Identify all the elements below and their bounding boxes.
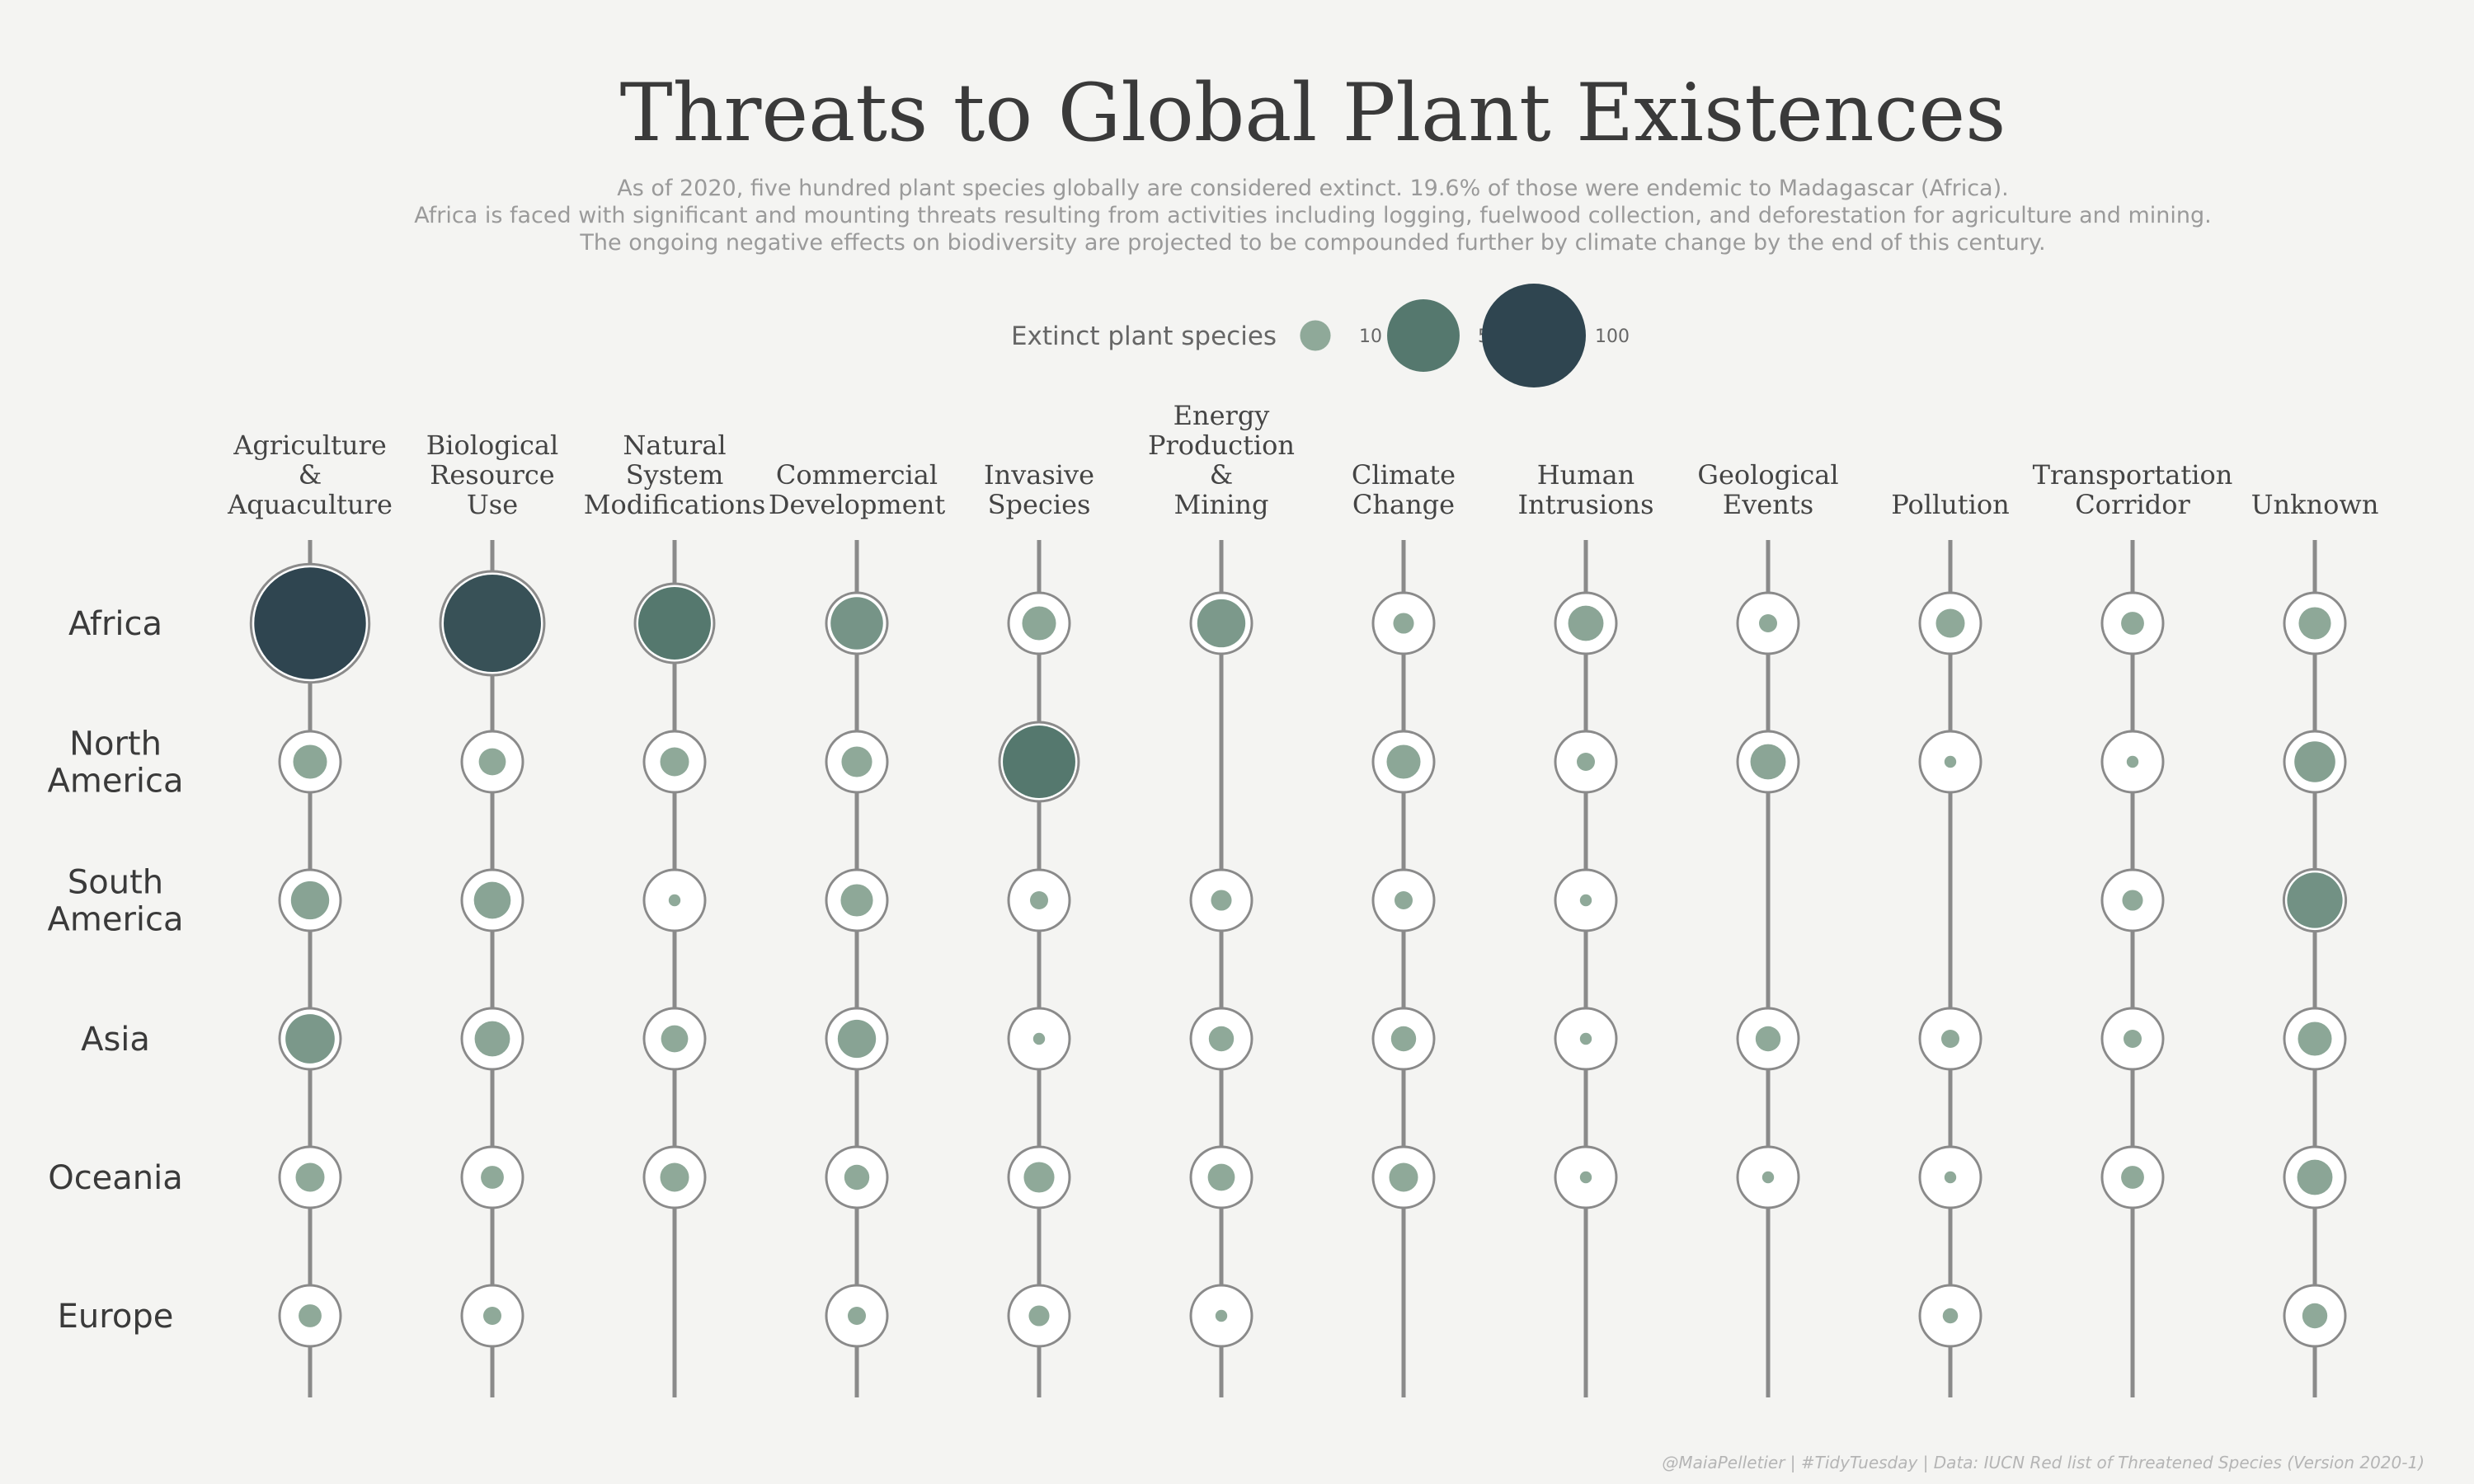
bubble-markers <box>249 562 2348 1348</box>
data-point <box>444 575 541 672</box>
data-point <box>2122 890 2143 911</box>
data-point <box>1755 1026 1781 1052</box>
column-label: Climate Change <box>1352 459 1456 520</box>
data-point <box>1003 726 1075 798</box>
row-label: Oceania <box>48 1159 183 1197</box>
column-label: Unknown <box>2251 489 2379 520</box>
data-point <box>1761 1171 1775 1184</box>
column-label: Natural System Modifications <box>584 430 765 520</box>
data-point <box>1568 605 1604 641</box>
data-point <box>848 1307 866 1325</box>
subtitle-line-1: As of 2020, five hundred plant species g… <box>617 176 2008 201</box>
data-point <box>285 1014 335 1064</box>
legend-swatch-10 <box>1300 320 1331 351</box>
data-point <box>638 587 711 660</box>
column-labels: Agriculture & Aquaculture Biological Resourc… <box>227 400 2378 520</box>
data-point <box>840 884 873 917</box>
data-point <box>1390 1026 1417 1052</box>
data-point <box>295 1162 325 1192</box>
data-point <box>1386 744 1421 779</box>
column-label: Transportation Corridor <box>2033 459 2233 520</box>
row-label: Asia <box>81 1021 150 1059</box>
data-point <box>1208 1026 1235 1052</box>
data-point <box>473 881 511 919</box>
data-point <box>1207 1163 1235 1191</box>
data-point <box>2121 612 2144 635</box>
data-point <box>1577 753 1595 771</box>
data-point <box>1393 613 1414 634</box>
row-label: Europe <box>58 1298 174 1336</box>
data-point <box>1750 744 1786 780</box>
data-point <box>844 1164 870 1190</box>
data-point <box>668 894 681 907</box>
column-label: Commercial Development <box>769 459 945 520</box>
data-point <box>1944 1171 1957 1184</box>
source-caption: @MaiaPelletier | #TidyTuesday | Data: IU… <box>1662 1453 2425 1472</box>
data-point <box>1759 614 1777 632</box>
data-point <box>1579 1032 1592 1045</box>
data-point <box>660 1162 689 1192</box>
data-point <box>2126 755 2139 768</box>
data-point <box>2294 741 2335 782</box>
column-label: Invasive Species <box>984 459 1094 520</box>
data-point <box>1197 599 1246 648</box>
column-label: Geological Events <box>1697 459 1838 520</box>
data-point <box>1022 606 1056 641</box>
data-point <box>661 1025 689 1053</box>
data-point <box>299 1304 322 1327</box>
data-point <box>2298 1021 2332 1056</box>
data-point <box>1215 1309 1228 1322</box>
column-label: Pollution <box>1891 489 2010 520</box>
data-point <box>474 1021 510 1057</box>
legend-title: Extinct plant species <box>1011 322 1277 351</box>
data-point <box>2287 872 2343 928</box>
legend-swatch-50 <box>1387 299 1460 372</box>
data-point <box>1941 1030 1959 1048</box>
data-point <box>1028 1305 1050 1327</box>
legend-label-10: 10 <box>1359 326 1382 347</box>
data-point <box>1935 608 1965 638</box>
legend-swatch-100 <box>1482 284 1586 387</box>
data-point <box>481 1166 504 1189</box>
data-point <box>1032 1032 1046 1045</box>
data-point <box>841 746 872 777</box>
row-label: Africa <box>68 605 162 643</box>
data-point <box>2302 1303 2328 1329</box>
row-label: South America <box>48 864 184 939</box>
data-point <box>1389 1162 1418 1192</box>
data-point <box>1579 1171 1592 1184</box>
data-point <box>483 1307 501 1325</box>
data-point <box>830 597 883 650</box>
row-label: North America <box>48 726 184 801</box>
data-point <box>1944 755 1957 768</box>
data-point <box>1942 1308 1959 1324</box>
data-point <box>1579 894 1592 907</box>
subtitle-line-2: Africa is faced with significant and mou… <box>414 203 2212 228</box>
data-point <box>254 567 366 679</box>
data-point <box>1395 891 1413 909</box>
data-point <box>1030 891 1048 909</box>
column-label: Biological Resource Use <box>426 430 558 520</box>
data-point <box>2121 1166 2144 1189</box>
data-point <box>478 748 506 776</box>
data-point <box>1211 890 1232 911</box>
data-point <box>2124 1030 2142 1048</box>
data-point <box>1023 1162 1055 1193</box>
subtitle-line-3: The ongoing negative effects on biodiver… <box>579 230 2045 256</box>
chart-title: Threats to Global Plant Existences <box>620 67 2006 159</box>
legend-label-100: 100 <box>1595 326 1630 347</box>
size-legend: Extinct plant species 1050100 <box>1011 284 1630 387</box>
data-point <box>837 1019 877 1059</box>
column-label: Energy Production & Mining <box>1148 400 1295 520</box>
data-point <box>293 744 327 779</box>
column-label: Human Intrusions <box>1518 459 1654 520</box>
data-point <box>2297 1159 2333 1195</box>
column-label: Agriculture & Aquaculture <box>227 430 393 520</box>
column-lines <box>308 540 2317 1397</box>
data-point <box>660 747 689 777</box>
data-point <box>2298 607 2331 640</box>
data-point <box>290 881 330 920</box>
row-labels: Africa North America South America Asia Oceani… <box>48 605 184 1336</box>
